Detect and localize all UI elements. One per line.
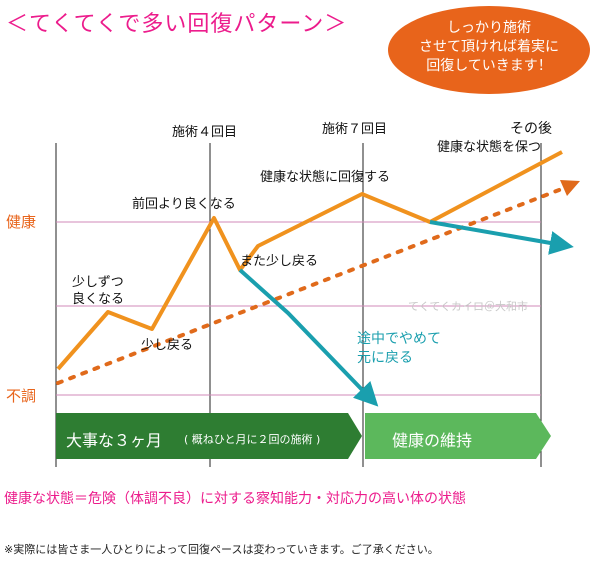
callout-bubble: しっかり施術 させて頂ければ着実に 回復していきます！ <box>386 4 592 100</box>
watermark: てくてくカイロ＠大和市 <box>408 300 529 313</box>
stop-midway-label-2: 元に戻る <box>357 350 413 366</box>
stop-midway-line <box>238 268 379 407</box>
after-label: その後 <box>510 121 552 137</box>
bubble-line-3: 回復していきます！ <box>426 58 552 74</box>
better-than-last-label: 前回より良くなる <box>132 197 236 212</box>
unwell-axis-label: 不調 <box>6 387 37 405</box>
healthy-axis-label: 健康 <box>6 213 37 231</box>
important-phase-label: 大事な３ヶ月 <box>66 431 163 450</box>
bubble-line-1: しっかり施術 <box>447 20 531 36</box>
maintain-phase-arrow <box>365 413 551 459</box>
gradual-label-1: 少しずつ <box>72 275 124 290</box>
keep-healthy-label: 健康な状態を保つ <box>437 140 542 155</box>
important-phase-sublabel: ( 概ねひと月に２回の施術 ) <box>184 433 321 446</box>
recover-healthy-label: 健康な状態に回復する <box>260 170 391 185</box>
trend-dotted-line <box>56 183 574 385</box>
slight-return-again-label: また少し戻る <box>240 254 319 269</box>
callout-bubble-shape <box>388 6 590 94</box>
bubble-line-2: させて頂ければ着実に <box>419 39 559 55</box>
important-phase-arrow <box>56 413 362 459</box>
health-definition-text: 健康な状態＝危険（体調不良）に対する察知能力・対応力の高い体の状態 <box>4 491 466 507</box>
session4-label: 施術４回目 <box>172 125 238 140</box>
maintain-phase-label: 健康の維持 <box>392 431 473 450</box>
after-decline-line <box>429 220 574 255</box>
disclaimer-note: ※実際には皆さま一人ひとりによって回復ペースは変わっていきます。ご了承ください。 <box>4 543 439 556</box>
session7-label: 施術７回目 <box>322 122 388 137</box>
gradual-label-2: 良くなる <box>72 292 125 307</box>
slight-return-label: 少し戻る <box>141 338 194 353</box>
trend-arrow-head <box>560 180 580 196</box>
stop-midway-label-1: 途中でやめて <box>357 331 441 347</box>
page-title: ＜てくてくで多い回復パターン＞ <box>6 12 348 37</box>
